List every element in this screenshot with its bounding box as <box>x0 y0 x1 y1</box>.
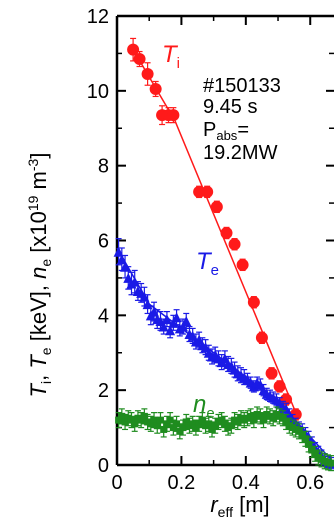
y-tick-label: 2 <box>98 380 109 402</box>
data-point <box>208 425 216 433</box>
data-point <box>301 435 309 443</box>
y-tick-label: 0 <box>98 455 109 477</box>
x-tick-label: 0.2 <box>168 472 196 494</box>
data-point <box>141 67 154 80</box>
data-point <box>256 412 264 420</box>
data-point <box>139 291 150 302</box>
data-point <box>149 82 162 95</box>
data-point <box>133 53 146 66</box>
data-point <box>142 299 153 310</box>
data-point <box>227 422 235 430</box>
y-tick-label: 6 <box>98 231 109 253</box>
data-point <box>189 420 197 428</box>
data-point <box>295 427 303 435</box>
data-point <box>269 414 277 422</box>
data-point <box>273 380 286 393</box>
data-point <box>168 317 179 328</box>
data-point <box>179 424 187 432</box>
data-point <box>115 416 123 424</box>
y-tick-label: 4 <box>98 305 109 327</box>
data-point <box>153 422 161 430</box>
data-point <box>255 331 268 344</box>
data-point <box>298 431 306 439</box>
data-point <box>169 424 177 432</box>
data-point <box>158 321 169 332</box>
data-point <box>228 238 241 251</box>
data-point <box>260 416 268 424</box>
y-axis-label: Ti, Te [keV], ne [x1019 m-3] <box>25 153 54 398</box>
data-point <box>173 420 181 428</box>
data-point <box>181 315 192 326</box>
data-point <box>120 261 131 272</box>
data-point <box>121 418 129 426</box>
series-t-e <box>113 238 334 470</box>
data-point <box>149 306 160 317</box>
data-point <box>201 185 214 198</box>
data-point <box>265 367 278 380</box>
data-point <box>127 43 140 56</box>
annotation-time: 9.45 s <box>203 96 257 118</box>
series-label-ne: ne <box>193 391 215 422</box>
data-point <box>192 424 200 432</box>
data-point <box>308 446 316 454</box>
data-point <box>116 254 127 265</box>
data-point <box>113 246 124 257</box>
x-tick-label: 0 <box>111 472 122 494</box>
data-point <box>247 296 260 309</box>
data-point <box>195 420 203 428</box>
shot-annotation: #150133 9.45 s Pabs= 19.2MW <box>203 75 281 164</box>
data-point <box>140 412 148 420</box>
data-point <box>176 427 184 435</box>
data-point <box>327 459 334 467</box>
data-point <box>156 416 164 424</box>
data-point <box>210 200 223 213</box>
annotation-shot: #150133 <box>203 75 281 97</box>
data-point <box>129 276 140 287</box>
annotation-power-value: 19.2MW <box>203 142 278 164</box>
data-point <box>127 416 135 424</box>
annotation-power: Pabs= <box>203 119 249 143</box>
y-tick-label: 8 <box>98 156 109 178</box>
data-point <box>137 416 145 424</box>
data-point <box>218 416 226 424</box>
data-point <box>118 412 126 420</box>
data-point <box>221 420 229 428</box>
series-label-te: Te <box>196 248 219 279</box>
data-point <box>282 418 290 426</box>
y-tick-label: 12 <box>87 6 109 28</box>
data-point <box>234 418 242 426</box>
data-point <box>160 425 168 433</box>
data-point <box>182 418 190 426</box>
data-point <box>165 325 176 336</box>
y-tick-label: 10 <box>87 81 109 103</box>
x-tick-label: 0.4 <box>232 472 260 494</box>
data-point <box>220 227 233 240</box>
data-point <box>279 414 287 422</box>
data-point <box>205 420 213 428</box>
data-point <box>171 312 182 323</box>
data-point <box>131 420 139 428</box>
data-point <box>147 420 155 428</box>
data-point <box>178 321 189 332</box>
series-n-e <box>115 406 334 472</box>
data-point <box>311 450 319 458</box>
axis-ticks: 0 2 4 6 8 10 12 0 0.2 0.4 0.6 <box>87 6 334 494</box>
data-point <box>167 109 180 122</box>
data-point <box>166 416 174 424</box>
x-tick-label: 0.6 <box>296 472 324 494</box>
series-label-ti: Ti <box>162 41 180 72</box>
data-point <box>305 440 313 448</box>
data-point <box>163 420 171 428</box>
data-point <box>211 422 219 430</box>
data-point <box>198 416 206 424</box>
data-point <box>150 416 158 424</box>
data-point <box>236 258 249 271</box>
data-point <box>247 412 255 420</box>
data-point <box>161 314 172 325</box>
data-point <box>250 416 258 424</box>
series-layer <box>113 37 334 472</box>
x-axis-label: reff [m] <box>210 492 269 520</box>
